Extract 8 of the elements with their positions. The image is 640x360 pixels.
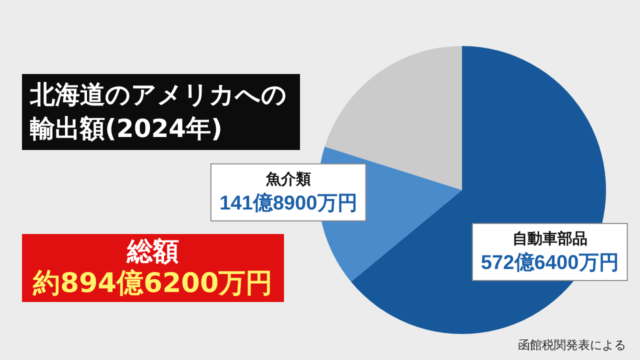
slice-label: 魚介類	[264, 170, 311, 188]
text: 函館税関発表による	[518, 337, 626, 354]
text: 北海道のアメリカへの輸出額(2024年)	[22, 74, 300, 150]
text: 572億6400万円	[480, 252, 619, 274]
slice-label: 自動車部品	[512, 229, 588, 248]
text: 141億8900万円	[219, 192, 358, 214]
text: 約894億6200万円	[32, 268, 274, 300]
text: 総額	[125, 236, 180, 268]
